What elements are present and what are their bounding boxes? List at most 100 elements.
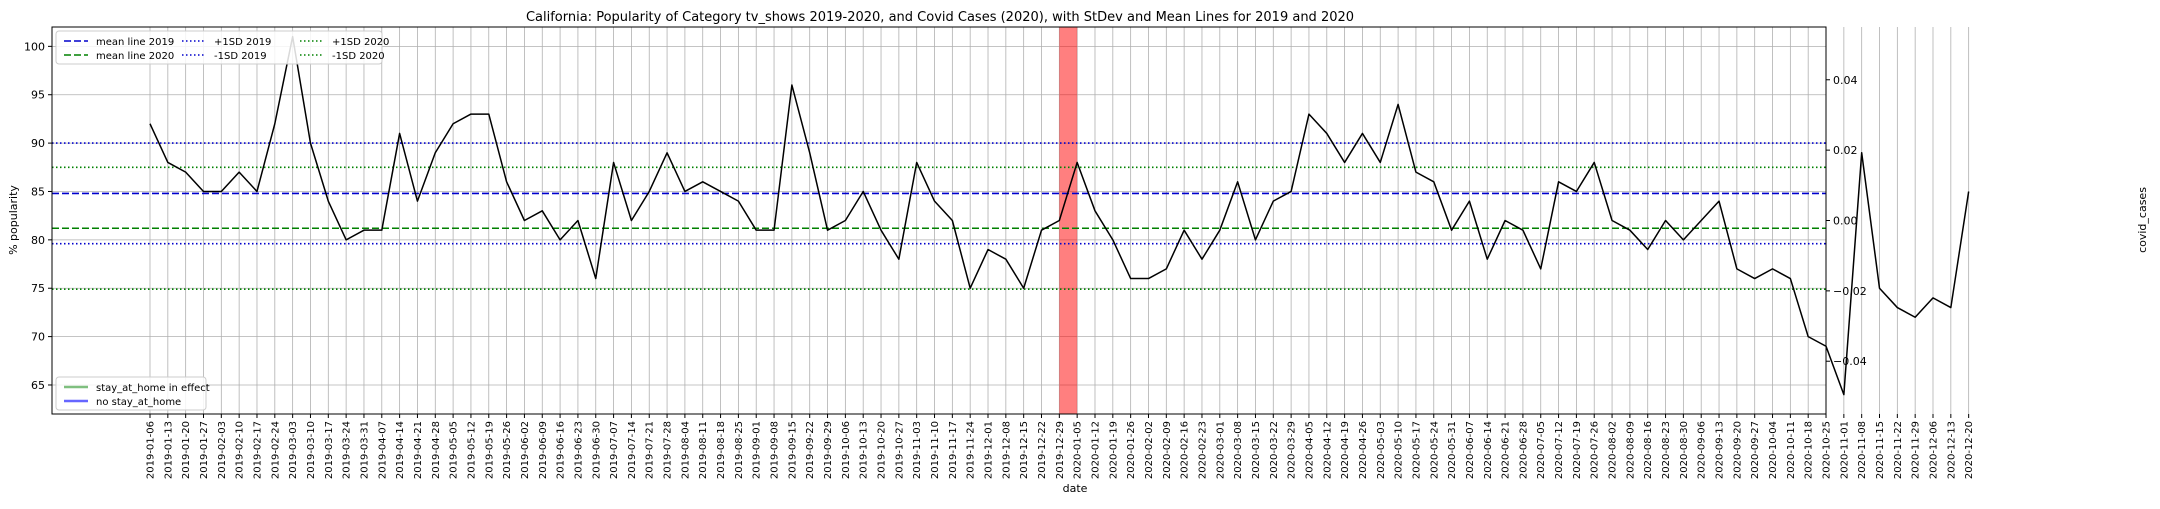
y-tick-label: 85	[31, 185, 45, 198]
x-tick-label: 2020-09-13	[1715, 421, 1726, 479]
x-tick-label: 2020-01-12	[1090, 421, 1101, 479]
y-tick-label: 95	[31, 89, 45, 102]
x-tick-label: 2020-10-11	[1786, 421, 1797, 479]
x-tick-label: 2019-04-28	[431, 421, 442, 479]
y-tick-label: 65	[31, 379, 45, 392]
x-tick-label: 2019-10-20	[877, 421, 888, 479]
x-tick-label: 2019-09-08	[770, 421, 781, 479]
x-tick-label: 2020-03-22	[1269, 421, 1280, 479]
x-tick-label: 2020-05-24	[1429, 421, 1440, 479]
x-tick-label: 2019-01-27	[199, 421, 210, 479]
x-tick-label: 2019-07-28	[663, 421, 674, 479]
x-tick-label: 2020-06-07	[1465, 421, 1476, 479]
x-tick-label: 2020-07-05	[1536, 421, 1547, 479]
x-tick-label: 2019-11-10	[930, 421, 941, 479]
x-tick-label: 2020-11-22	[1893, 421, 1904, 479]
y2-tick-label: 0.04	[1833, 74, 1858, 87]
x-tick-label: 2019-09-15	[787, 421, 798, 479]
x-tick-label: 2020-04-12	[1322, 421, 1333, 479]
x-axis-ticks: 2019-01-06 2019-01-13 2019-01-20 2019-01-27…	[146, 414, 1975, 479]
x-tick-label: 2020-05-31	[1447, 421, 1458, 479]
x-tick-label: 2019-02-17	[252, 421, 263, 479]
x-tick-label: 2019-01-20	[181, 421, 192, 479]
x-tick-label: 2020-01-05	[1073, 421, 1084, 479]
y2-axis-ticks: −0.04 −0.02 0.00 0.02 0.04	[1826, 74, 1867, 368]
x-tick-label: 2020-06-14	[1483, 421, 1494, 479]
x-tick-label: 2019-01-06	[146, 421, 157, 479]
x-tick-label: 2019-08-04	[680, 421, 691, 479]
x-tick-label: 2019-12-22	[1037, 421, 1048, 479]
legend-box	[55, 376, 207, 411]
y-tick-label: 80	[31, 234, 45, 247]
series-line	[149, 35, 1970, 396]
x-tick-label: 2019-04-21	[413, 421, 424, 479]
x-tick-label: 2019-03-24	[342, 421, 353, 479]
series-layer	[149, 35, 1970, 396]
y-tick-label: 75	[31, 282, 45, 295]
highlight-span-layer	[1059, 27, 1078, 414]
x-tick-label: 2019-07-21	[645, 421, 656, 479]
x-tick-label: 2020-02-16	[1180, 421, 1191, 479]
x-tick-label: 2020-03-15	[1251, 421, 1262, 479]
x-tick-label: 2019-02-03	[217, 421, 228, 479]
x-tick-label: 2019-02-24	[270, 421, 281, 479]
y-tick-label: 70	[31, 331, 45, 344]
legend-top: mean line 2019 mean line 2020 +1SD 2019 -1S…	[55, 30, 389, 65]
x-tick-label: 2020-11-15	[1875, 421, 1886, 479]
x-tick-label: 2020-08-30	[1679, 421, 1690, 479]
x-tick-label: 2020-11-29	[1911, 421, 1922, 479]
x-tick-label: 2019-12-01	[984, 421, 995, 479]
x-tick-label: 2020-01-26	[1126, 421, 1137, 479]
x-tick-label: 2019-03-31	[359, 421, 370, 479]
x-tick-label: 2020-08-23	[1661, 421, 1672, 479]
plot-area	[52, 27, 1826, 414]
x-tick-label: 2020-08-02	[1608, 421, 1619, 479]
chart-title: California: Popularity of Category tv_sh…	[526, 10, 1354, 25]
x-tick-label: 2020-11-01	[1839, 421, 1850, 479]
y2-tick-label: 0.02	[1833, 144, 1858, 157]
y-tick-label: 90	[31, 137, 45, 150]
x-tick-label: 2019-11-03	[912, 421, 923, 479]
x-tick-label: 2019-04-07	[377, 421, 388, 479]
x-tick-label: 2020-12-06	[1929, 421, 1940, 479]
x-tick-label: 2019-09-01	[752, 421, 763, 479]
x-tick-label: 2020-06-28	[1518, 421, 1529, 479]
x-tick-label: 2020-02-23	[1197, 421, 1208, 479]
legend-label: no stay_at_home	[96, 397, 181, 408]
x-tick-label: 2019-04-14	[395, 421, 406, 479]
x-tick-label: 2019-03-17	[324, 421, 335, 479]
x-tick-label: 2019-07-07	[609, 421, 620, 479]
x-tick-label: 2020-07-26	[1590, 421, 1601, 479]
x-tick-label: 2019-06-09	[538, 421, 549, 479]
y-tick-label: 100	[24, 40, 45, 53]
x-tick-label: 2020-07-12	[1554, 421, 1565, 479]
x-tick-label: 2020-05-17	[1411, 421, 1422, 479]
x-tick-label: 2019-08-25	[734, 421, 745, 479]
x-tick-label: 2020-02-02	[1144, 421, 1155, 479]
y2-tick-label: −0.04	[1833, 355, 1867, 368]
legend-label: -1SD 2019	[214, 51, 267, 62]
legend-label: -1SD 2020	[332, 51, 385, 62]
x-tick-label: 2020-10-18	[1804, 421, 1815, 479]
y-axis-label: % popularity	[7, 185, 20, 255]
x-tick-label: 2019-08-11	[698, 421, 709, 479]
x-axis-label: date	[1063, 482, 1088, 495]
x-tick-label: 2020-02-09	[1162, 421, 1173, 479]
x-tick-label: 2019-10-13	[859, 421, 870, 479]
x-tick-label: 2020-05-03	[1376, 421, 1387, 479]
legend-label: mean line 2020	[96, 51, 174, 62]
x-tick-label: 2019-06-16	[556, 421, 567, 479]
x-tick-label: 2019-05-05	[449, 421, 460, 479]
x-tick-label: 2019-05-12	[466, 421, 477, 479]
x-tick-label: 2020-07-19	[1572, 421, 1583, 479]
y2-axis-label: covid_cases	[2136, 187, 2149, 253]
x-tick-label: 2019-12-29	[1055, 421, 1066, 479]
y-axis-ticks: 65 70 75 80 85 90 95 100	[24, 40, 52, 392]
x-tick-label: 2019-10-06	[841, 421, 852, 479]
x-tick-label: 2019-12-08	[1001, 421, 1012, 479]
legend-label: stay_at_home in effect	[96, 383, 210, 394]
x-tick-label: 2020-10-04	[1768, 421, 1779, 479]
grid	[52, 27, 1970, 414]
x-tick-label: 2020-03-29	[1287, 421, 1298, 479]
